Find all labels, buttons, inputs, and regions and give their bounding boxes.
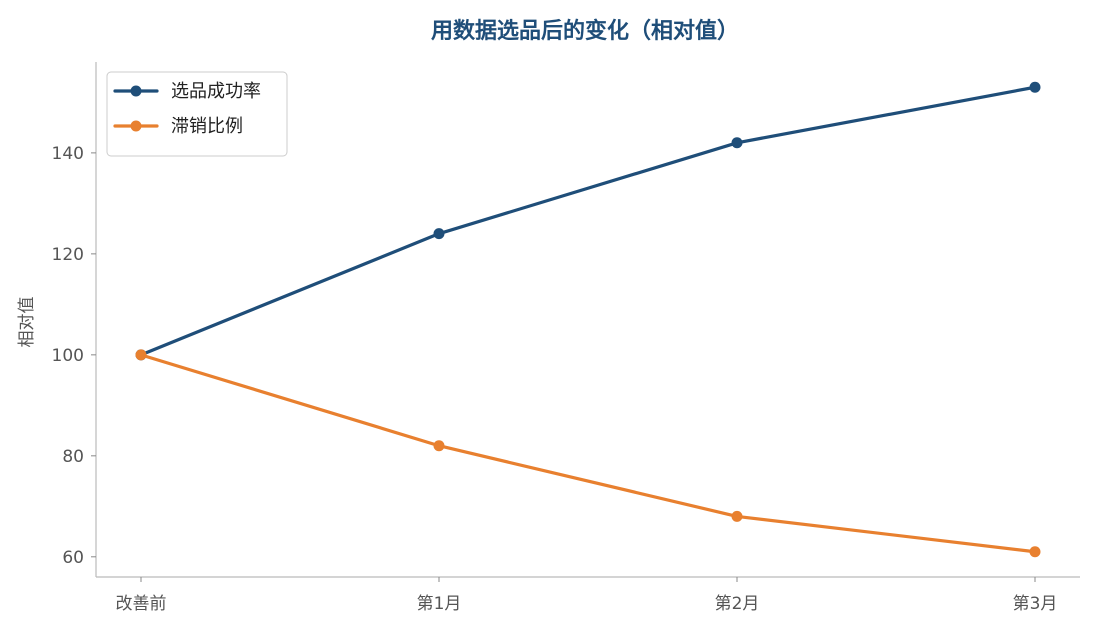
y-axis-ticks: 60 80 100 120 140 xyxy=(52,144,96,568)
y-tick-label: 140 xyxy=(52,144,84,164)
data-point xyxy=(1029,81,1041,93)
data-point xyxy=(433,228,445,240)
data-point xyxy=(1029,546,1041,558)
chart-title: 用数据选品后的变化（相对值） xyxy=(431,18,739,44)
data-point xyxy=(731,510,743,522)
series-group xyxy=(135,81,1041,558)
y-tick-label: 100 xyxy=(52,346,84,366)
series-line xyxy=(139,85,1037,357)
legend-label: 选品成功率 xyxy=(171,81,261,102)
data-point xyxy=(433,440,445,452)
y-tick-label: 80 xyxy=(62,447,84,467)
y-tick-label: 60 xyxy=(62,548,84,568)
series-line xyxy=(139,353,1037,554)
axes xyxy=(95,62,1080,578)
data-point xyxy=(135,349,147,361)
x-axis-ticks: 改善前 第1月 第2月 第3月 xyxy=(116,577,1058,614)
x-tick-label: 第3月 xyxy=(1013,594,1058,614)
series-2 xyxy=(135,349,1041,558)
legend-item: 滞销比例 xyxy=(113,116,243,137)
x-tick-label: 改善前 xyxy=(116,594,167,614)
x-tick-label: 第1月 xyxy=(417,594,462,614)
y-axis-label: 相对值 xyxy=(17,297,37,348)
legend-marker xyxy=(130,85,142,97)
x-tick-label: 第2月 xyxy=(715,594,760,614)
y-tick-label: 120 xyxy=(52,245,84,265)
data-point xyxy=(731,137,743,149)
legend-label: 滞销比例 xyxy=(171,116,243,137)
legend-marker xyxy=(130,120,142,132)
legend-box xyxy=(106,71,288,157)
legend-item: 选品成功率 xyxy=(113,81,261,102)
